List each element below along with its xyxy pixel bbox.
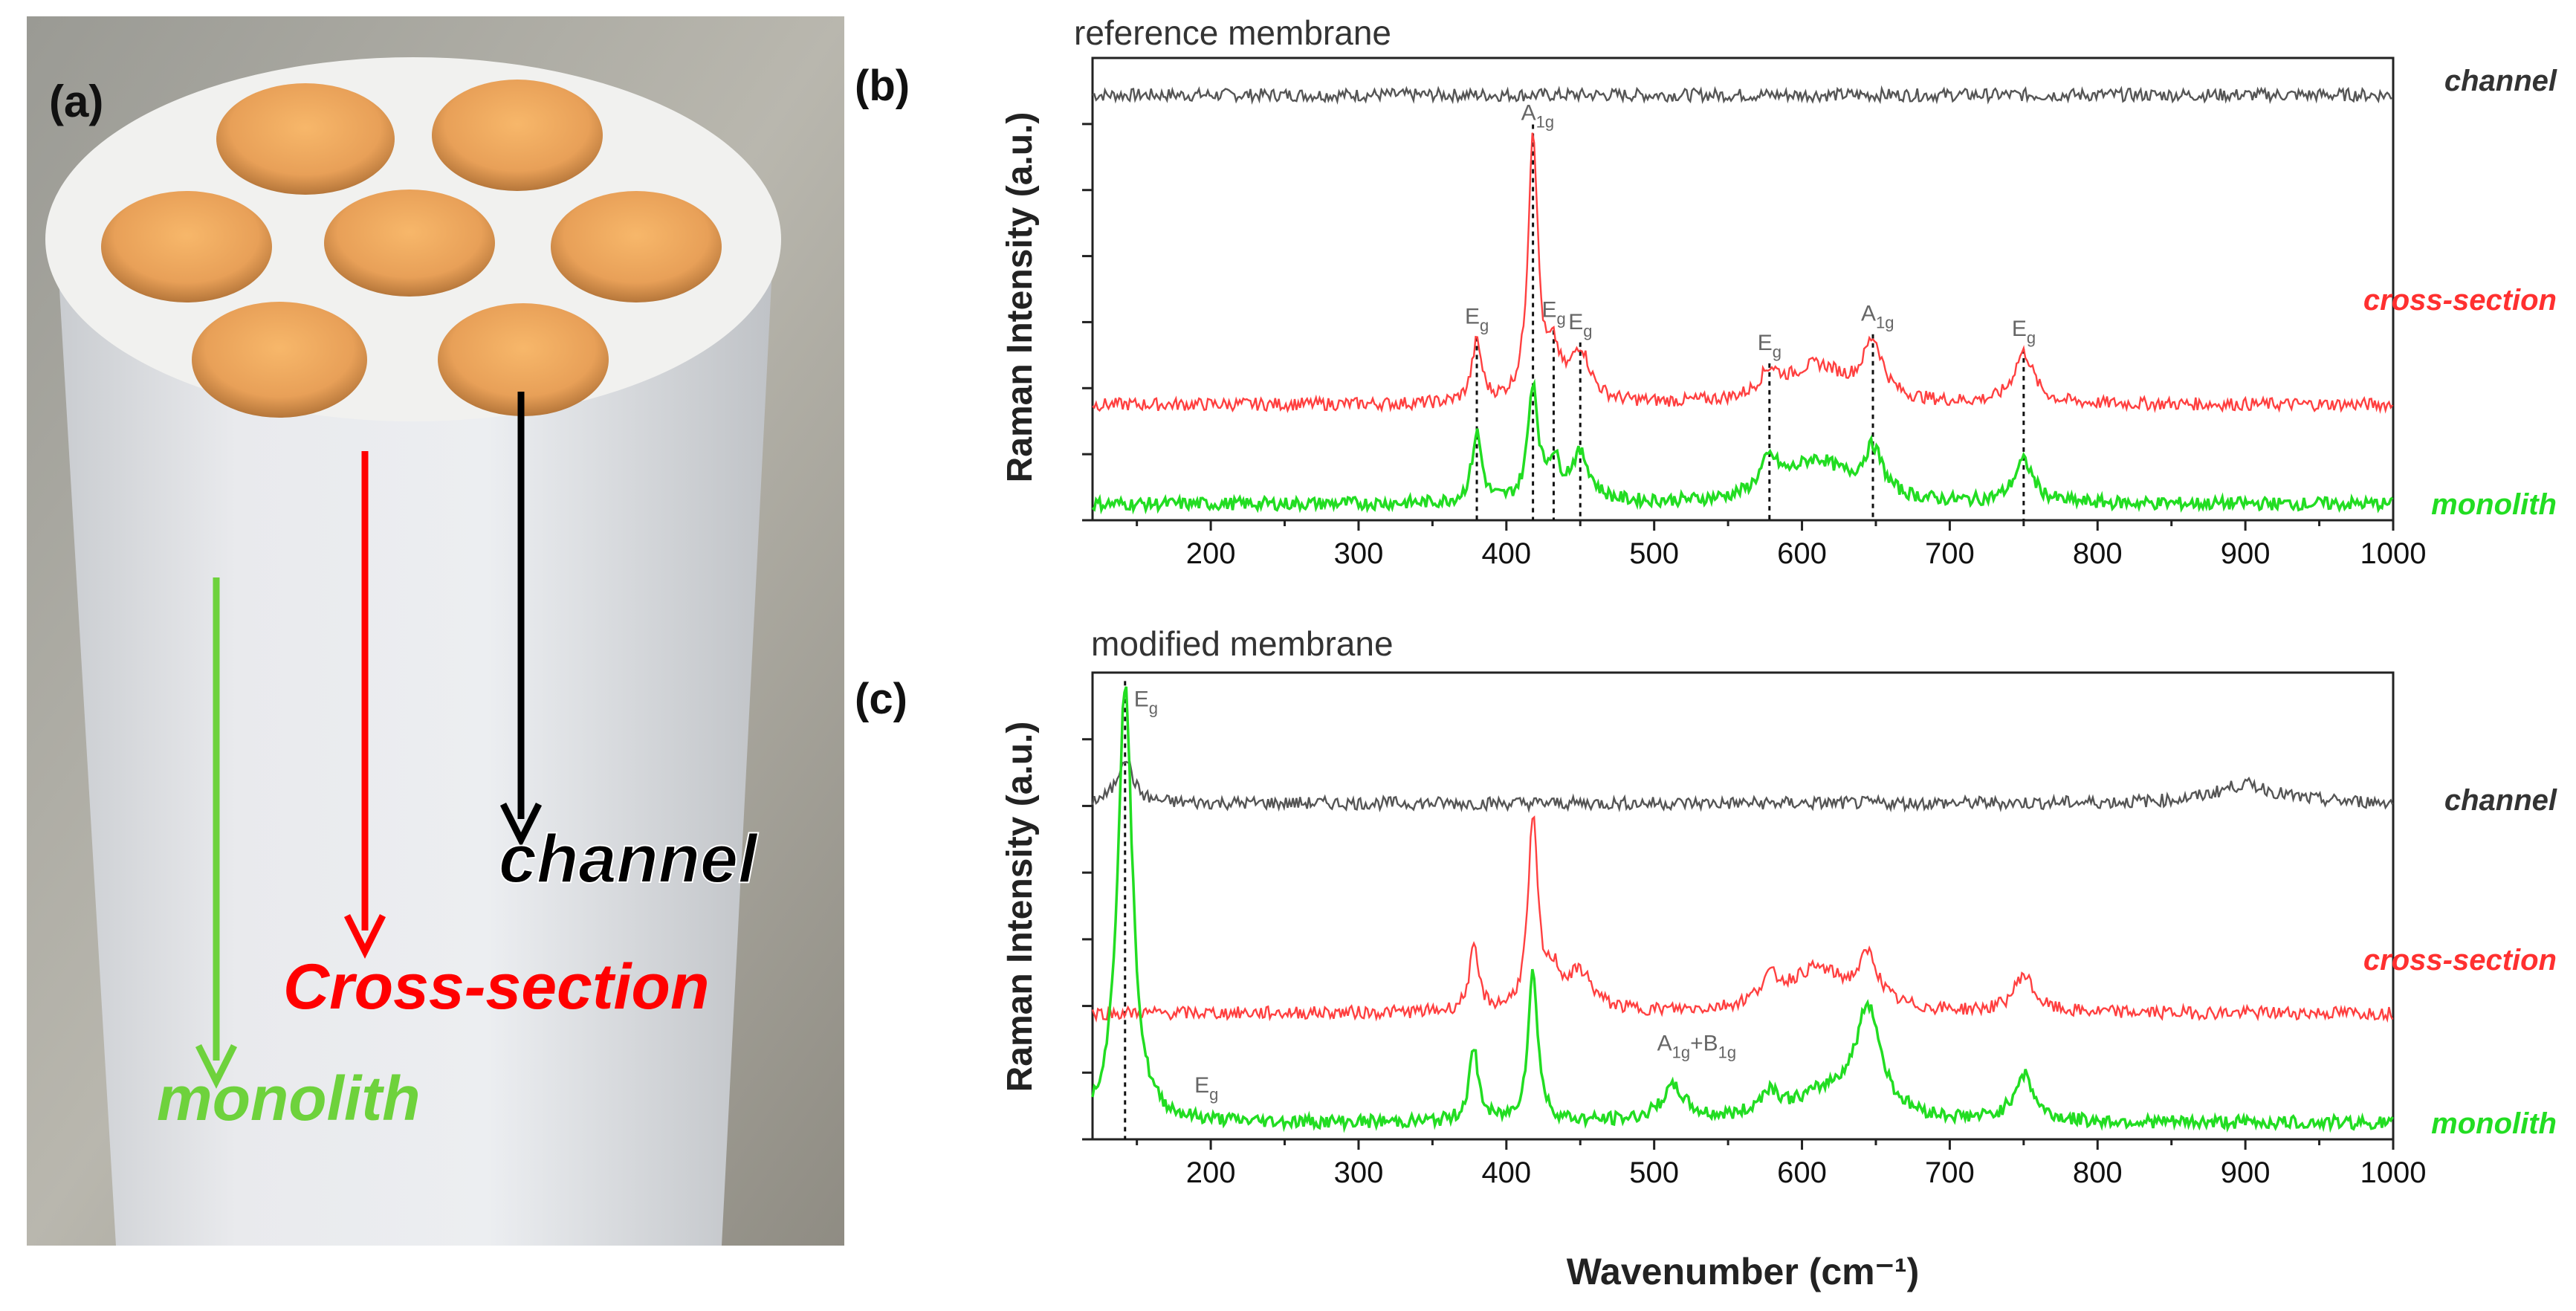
b-xtick-label: 1000 <box>2360 537 2427 570</box>
channel-hole-5 <box>551 191 722 302</box>
panel-c-label: (c) <box>855 675 907 723</box>
panel-b-cross-section-label: cross-section <box>2363 284 2557 317</box>
channel-hole-4 <box>324 190 495 297</box>
channel-hole-7 <box>438 303 609 416</box>
panel-b-channel-label: channel <box>2444 65 2557 97</box>
c-xtick-label: 300 <box>1334 1156 1384 1189</box>
c-peak-annotation: Eg <box>1194 1073 1218 1104</box>
c-xtick-label: 200 <box>1186 1156 1236 1189</box>
channel-hole-3 <box>101 191 272 302</box>
b-peak-annotation: Eg <box>1758 331 1781 361</box>
channel-hole-6 <box>192 302 367 418</box>
c-xtick-label: 1000 <box>2360 1156 2427 1189</box>
b-peak-annotation: Eg <box>1568 310 1592 340</box>
panel-b-title: reference membrane <box>1074 13 1391 52</box>
panel-c-cross-section-label: cross-section <box>2363 944 2557 977</box>
b-xtick-label: 400 <box>1481 537 1531 570</box>
c-peak-annotation: Eg <box>1134 687 1158 717</box>
panel-c-monolith-label: monolith <box>2431 1107 2557 1140</box>
panel-b-label: (b) <box>855 62 910 110</box>
b-xtick-label: 700 <box>1925 537 1975 570</box>
channel-arrow-head <box>499 802 543 848</box>
b-xtick-label: 500 <box>1629 537 1679 570</box>
b-xtick-label: 900 <box>2221 537 2271 570</box>
cross-section-label: Cross-section <box>283 951 710 1023</box>
panel-b-monolith-label: monolith <box>2431 488 2557 521</box>
b-xtick-label: 600 <box>1777 537 1827 570</box>
b-xtick-label: 800 <box>2073 537 2123 570</box>
b-peak-annotation: A1g <box>1861 302 1894 332</box>
b-xtick-label: 300 <box>1334 537 1384 570</box>
channel-hole-1 <box>216 83 395 195</box>
panel-b-frame <box>1091 56 2395 522</box>
c-xtick-label: 500 <box>1629 1156 1679 1189</box>
b-series-channel <box>1092 85 2393 106</box>
c-xtick-label: 400 <box>1481 1156 1531 1189</box>
b-series-monolith <box>1091 378 2394 515</box>
membrane-photo: (a) channel Cross-section monolith <box>27 16 844 1246</box>
b-peak-annotation: A1g <box>1521 100 1555 131</box>
monolith-arrow-head <box>195 1043 238 1090</box>
c-series-monolith <box>1091 686 2394 1133</box>
cross-section-arrow-head <box>343 913 386 959</box>
channel-label: channel <box>499 821 759 897</box>
panel-c-ylabel: Raman Intensity (a.u.) <box>1000 722 1040 1092</box>
b-series-cross-section <box>1092 132 2394 414</box>
b-peak-annotation: Eg <box>1541 297 1565 328</box>
c-series-channel <box>1091 760 2394 814</box>
c-series-cross-section <box>1091 815 2394 1023</box>
panel-c-title: modified membrane <box>1091 624 1394 663</box>
panel-c-frame <box>1091 671 2395 1141</box>
channel-hole-2 <box>432 80 603 191</box>
monolith-label: monolith <box>157 1064 421 1133</box>
panel-b-ylabel: Raman Intensity (a.u.) <box>1000 112 1040 483</box>
c-peak-annotation: A1g+B1g <box>1657 1032 1737 1062</box>
monolith-tube <box>56 239 774 1246</box>
c-xtick-label: 600 <box>1777 1156 1827 1189</box>
c-xtick-label: 700 <box>1925 1156 1975 1189</box>
panel-c: (c) modified membrane Raman Intensity (a… <box>855 624 2557 1189</box>
x-axis-label: Wavenumber (cm⁻¹) <box>1567 1251 1920 1292</box>
c-xtick-label: 800 <box>2073 1156 2123 1189</box>
b-peak-annotation: Eg <box>2012 317 2036 347</box>
b-xtick-label: 200 <box>1186 537 1236 570</box>
b-peak-annotation: Eg <box>1465 305 1489 335</box>
panel-b: (b) reference membrane Raman Intensity (… <box>855 13 2557 570</box>
c-xtick-label: 900 <box>2221 1156 2271 1189</box>
panel-c-channel-label: channel <box>2444 784 2557 817</box>
photo-panel-label: (a) <box>49 77 103 126</box>
